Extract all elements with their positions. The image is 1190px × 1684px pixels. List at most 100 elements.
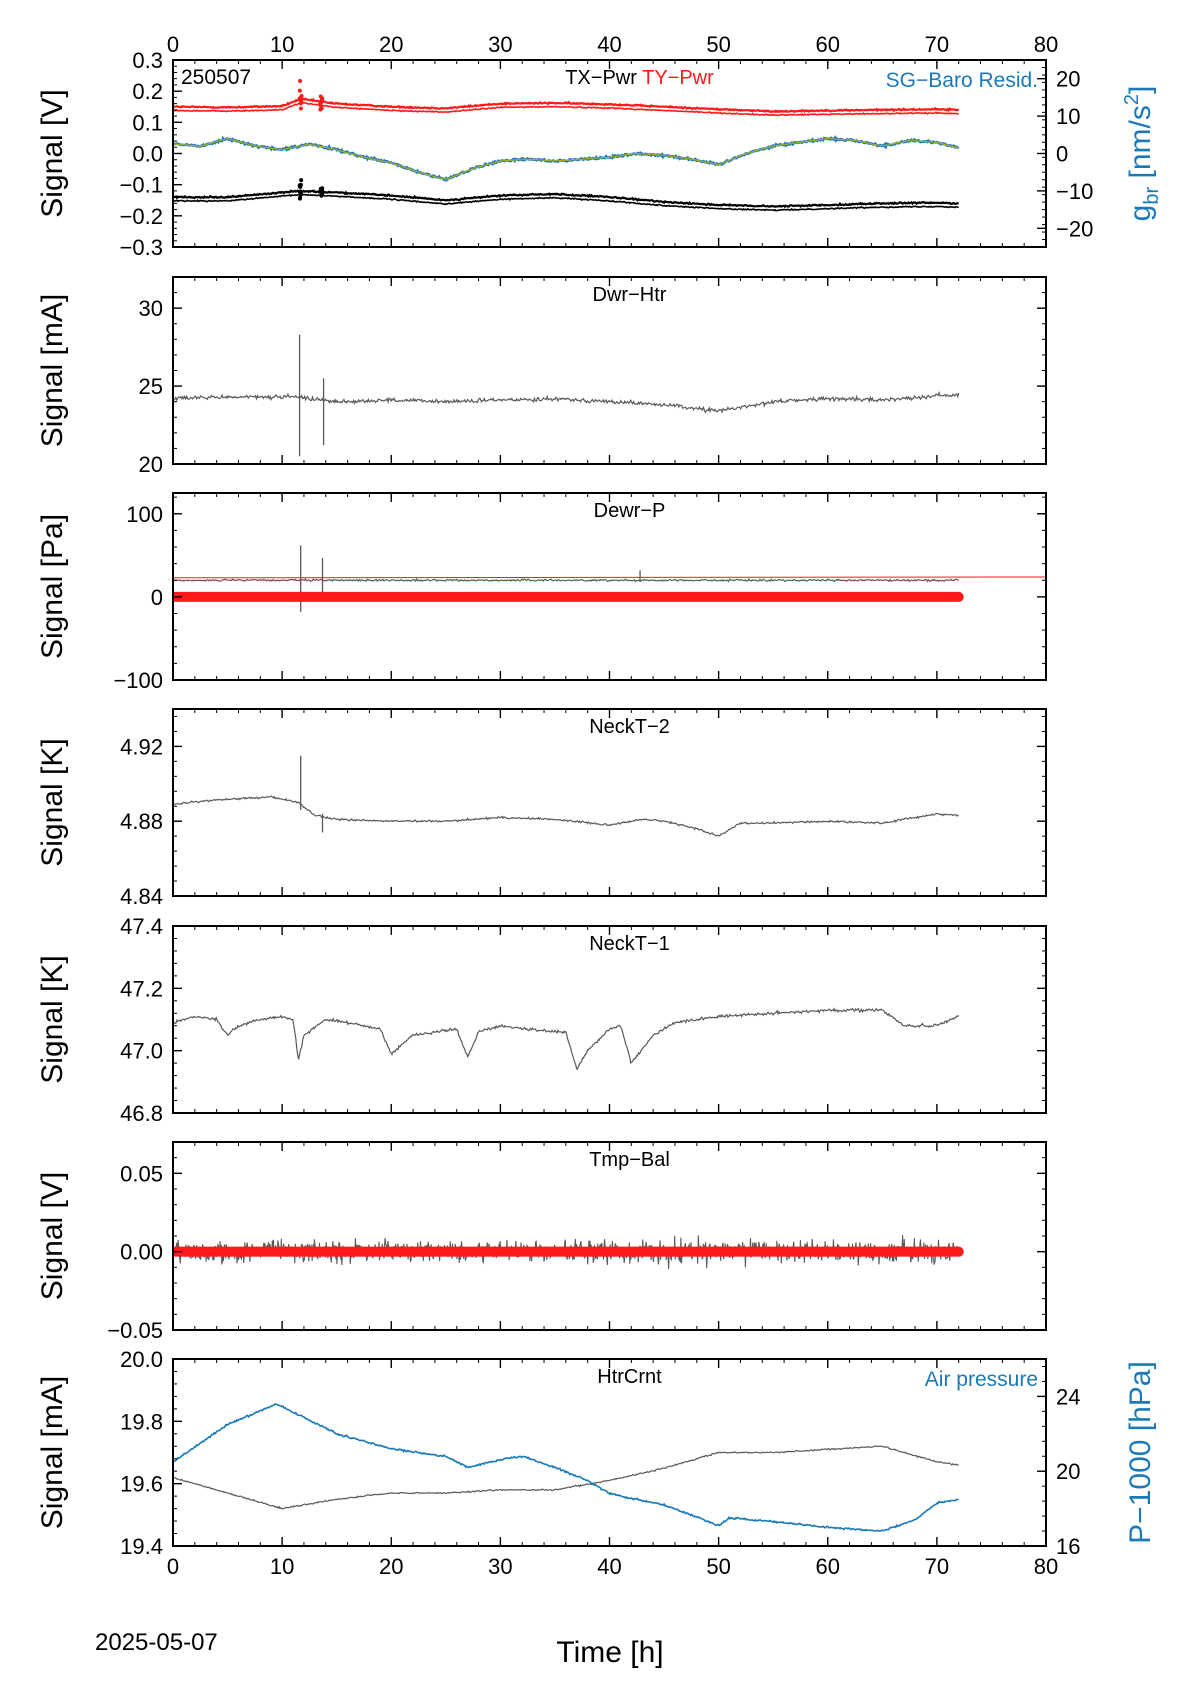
y-axis-label: Signal [K] bbox=[36, 738, 69, 866]
series-p7-1-line bbox=[173, 1403, 959, 1533]
series-p2-0-line bbox=[173, 390, 960, 414]
series-p1-1-dot bbox=[298, 195, 303, 200]
x-tick-label-top: 60 bbox=[816, 32, 840, 57]
panel-p4: 4.84 4.88 4.92 Signal [K] NeckT−2 bbox=[36, 708, 1047, 909]
y-tick-label: −100 bbox=[113, 668, 163, 693]
y-tick-label: 20.0 bbox=[120, 1347, 163, 1372]
legend-entry: SG−Baro Resid. bbox=[886, 69, 1038, 92]
series-p1-0-dot bbox=[318, 101, 323, 106]
y-axis-label: Signal [V] bbox=[36, 89, 69, 217]
x-tick-label-bottom: 60 bbox=[816, 1554, 840, 1579]
panel-title: TX−Pwr TY−Pwr bbox=[565, 67, 714, 89]
y-tick-label: 100 bbox=[126, 502, 163, 527]
y-tick-label: 47.2 bbox=[120, 976, 163, 1001]
y-tick-label: 4.92 bbox=[120, 734, 163, 759]
y-tick-label: 0.3 bbox=[132, 48, 163, 73]
series-p1-1-line-b bbox=[173, 193, 959, 212]
x-axis-label: Time [h] bbox=[556, 1636, 663, 1669]
panel-title: Dewr−P bbox=[594, 500, 666, 522]
series-p1-2-smooth bbox=[173, 137, 959, 180]
panel-title: Dwr−Htr bbox=[593, 284, 667, 306]
x-tick-label-top: 40 bbox=[597, 32, 621, 57]
y-tick-label: 47.0 bbox=[120, 1039, 163, 1064]
panel-title: Tmp−Bal bbox=[589, 1149, 670, 1171]
y-tick-label: −0.05 bbox=[107, 1318, 163, 1343]
y2-tick-label: 10 bbox=[1056, 104, 1080, 129]
y-tick-label: −0.2 bbox=[120, 204, 163, 229]
y-tick-label: 0.0 bbox=[132, 142, 163, 167]
panel-title: NeckT−1 bbox=[589, 933, 670, 955]
y-axis-label: Signal [K] bbox=[36, 955, 69, 1083]
y2-axis-label: P−1000 [hPa] bbox=[1124, 1361, 1157, 1544]
series-p1-0-dot bbox=[319, 98, 324, 103]
plot-area-p2 bbox=[173, 334, 960, 457]
panel-title: NeckT−2 bbox=[589, 716, 670, 738]
series-p5-0-line bbox=[173, 1007, 960, 1070]
y2-tick-label: −20 bbox=[1056, 216, 1093, 241]
x-tick-label-top: 70 bbox=[925, 32, 949, 57]
plot-area-p6 bbox=[173, 1235, 964, 1269]
panel-p3: −100 0 100 Signal [Pa] Dewr−P bbox=[36, 492, 1047, 693]
y-tick-label: 0.05 bbox=[120, 1161, 163, 1186]
series-p1-1-line bbox=[173, 189, 960, 209]
y-tick-label: 30 bbox=[139, 296, 163, 321]
panel-title: HtrCrnt bbox=[597, 1366, 662, 1388]
y-tick-label: 47.4 bbox=[120, 914, 163, 939]
y-tick-label: 0.1 bbox=[132, 110, 163, 135]
x-tick-label-bottom: 70 bbox=[925, 1554, 949, 1579]
x-tick-label-top: 80 bbox=[1034, 32, 1058, 57]
x-tick-label-bottom: 50 bbox=[706, 1554, 730, 1579]
panel-p6: −0.05 0.00 0.05 Signal [V] Tmp−Bal bbox=[36, 1141, 1047, 1343]
y-tick-label: 25 bbox=[139, 374, 163, 399]
x-tick-label-bottom: 80 bbox=[1034, 1554, 1058, 1579]
series-p1-2-line bbox=[173, 135, 960, 182]
date-label: 2025-05-07 bbox=[95, 1629, 218, 1656]
y2-tick-label: 20 bbox=[1056, 1459, 1080, 1484]
y-tick-label: 0 bbox=[151, 585, 163, 610]
y-tick-label: 19.4 bbox=[120, 1534, 163, 1559]
y2-tick-label: 24 bbox=[1056, 1384, 1080, 1409]
title-part: TX−Pwr bbox=[565, 67, 637, 89]
y-tick-label: 4.88 bbox=[120, 809, 163, 834]
y-tick-label: 0.00 bbox=[120, 1240, 163, 1265]
y-tick-label: 19.8 bbox=[120, 1409, 163, 1434]
panel-p2: 20 25 30 Signal [mA] Dwr−Htr bbox=[36, 276, 1047, 477]
y-tick-label: 4.84 bbox=[120, 884, 163, 909]
x-tick-label-bottom: 40 bbox=[597, 1554, 621, 1579]
series-p1-0-dot bbox=[297, 88, 302, 93]
series-p3-1-line bbox=[173, 576, 1046, 579]
y-tick-label: −0.3 bbox=[120, 235, 163, 260]
y2-tick-label: 0 bbox=[1056, 142, 1068, 167]
y-axis-label: Signal [mA] bbox=[36, 1376, 69, 1529]
x-tick-label-top: 10 bbox=[270, 32, 294, 57]
y2-tick-label: 20 bbox=[1056, 67, 1080, 92]
panel-p1: −0.3 −0.2 −0.1 0.0 0.1 0.2 0.3 −20 −10 0 10 20 Signa… bbox=[36, 48, 1163, 260]
series-p1-0-dot bbox=[298, 79, 303, 84]
y-tick-label: 20 bbox=[139, 452, 163, 477]
series-p1-1-dot bbox=[298, 183, 303, 188]
x-tick-label-bottom: 10 bbox=[270, 1554, 294, 1579]
y-axis-label: Signal [V] bbox=[36, 1172, 69, 1300]
plot-area-p7 bbox=[173, 1403, 959, 1533]
x-tick-label-top: 0 bbox=[167, 32, 179, 57]
panels-group: −0.3−0.2−0.10.00.10.20.3−20−1001020Signa… bbox=[36, 32, 1163, 1579]
title-part: TY−Pwr bbox=[637, 67, 714, 89]
series-p1-0-dot bbox=[298, 101, 303, 106]
series-p1-1-dot bbox=[297, 189, 302, 194]
legend-entry: Air pressure bbox=[925, 1368, 1038, 1391]
x-tick-label-bottom: 30 bbox=[488, 1554, 512, 1579]
y-tick-label: 0.2 bbox=[132, 79, 163, 104]
corner-label: 250507 bbox=[181, 66, 251, 89]
series-p1-0-dot bbox=[299, 93, 304, 98]
series-p1-1-dot bbox=[319, 188, 324, 193]
panel-p5: 46.8 47.0 47.2 47.4 Signal [K] NeckT−1 bbox=[36, 914, 1047, 1126]
plot-area-p4 bbox=[173, 755, 960, 837]
x-tick-label-top: 30 bbox=[488, 32, 512, 57]
y2-tick-label: 16 bbox=[1056, 1534, 1080, 1559]
series-p1-0-line-b bbox=[173, 101, 959, 117]
x-tick-label-bottom: 0 bbox=[167, 1554, 179, 1579]
plot-area-p5 bbox=[173, 1007, 960, 1070]
y2-axis-label: gbr [nm/s2] bbox=[1121, 86, 1163, 222]
series-p1-0-dot bbox=[298, 106, 303, 111]
y-tick-label: 46.8 bbox=[120, 1101, 163, 1126]
